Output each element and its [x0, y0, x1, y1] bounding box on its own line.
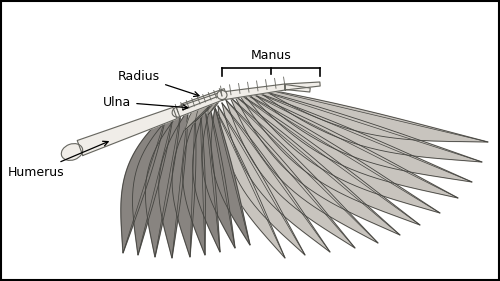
Polygon shape [181, 89, 226, 110]
Polygon shape [284, 85, 310, 92]
Polygon shape [172, 109, 196, 257]
Polygon shape [195, 98, 218, 122]
Polygon shape [176, 92, 224, 117]
Polygon shape [218, 106, 305, 255]
Text: Humerus: Humerus [8, 141, 108, 178]
Polygon shape [260, 88, 488, 142]
Polygon shape [158, 110, 188, 258]
Polygon shape [202, 108, 235, 248]
Polygon shape [242, 92, 440, 213]
Text: Manus: Manus [250, 49, 292, 62]
Polygon shape [208, 96, 222, 115]
Text: Radius: Radius [118, 69, 199, 96]
Polygon shape [250, 90, 472, 182]
Text: Ulna: Ulna [103, 96, 188, 110]
Polygon shape [211, 108, 250, 245]
Polygon shape [246, 91, 458, 198]
Polygon shape [132, 112, 174, 255]
Polygon shape [77, 107, 177, 155]
Polygon shape [255, 89, 482, 162]
Ellipse shape [62, 144, 82, 160]
Ellipse shape [172, 107, 184, 117]
Polygon shape [185, 100, 215, 130]
Polygon shape [230, 97, 378, 243]
Polygon shape [192, 108, 220, 252]
Ellipse shape [217, 90, 227, 99]
Polygon shape [238, 93, 420, 225]
Polygon shape [146, 111, 181, 257]
Polygon shape [121, 113, 167, 253]
Polygon shape [182, 108, 206, 255]
Polygon shape [226, 100, 355, 248]
Polygon shape [284, 82, 320, 90]
Polygon shape [222, 84, 286, 100]
Polygon shape [215, 108, 285, 258]
Polygon shape [222, 103, 330, 252]
Polygon shape [234, 95, 400, 235]
